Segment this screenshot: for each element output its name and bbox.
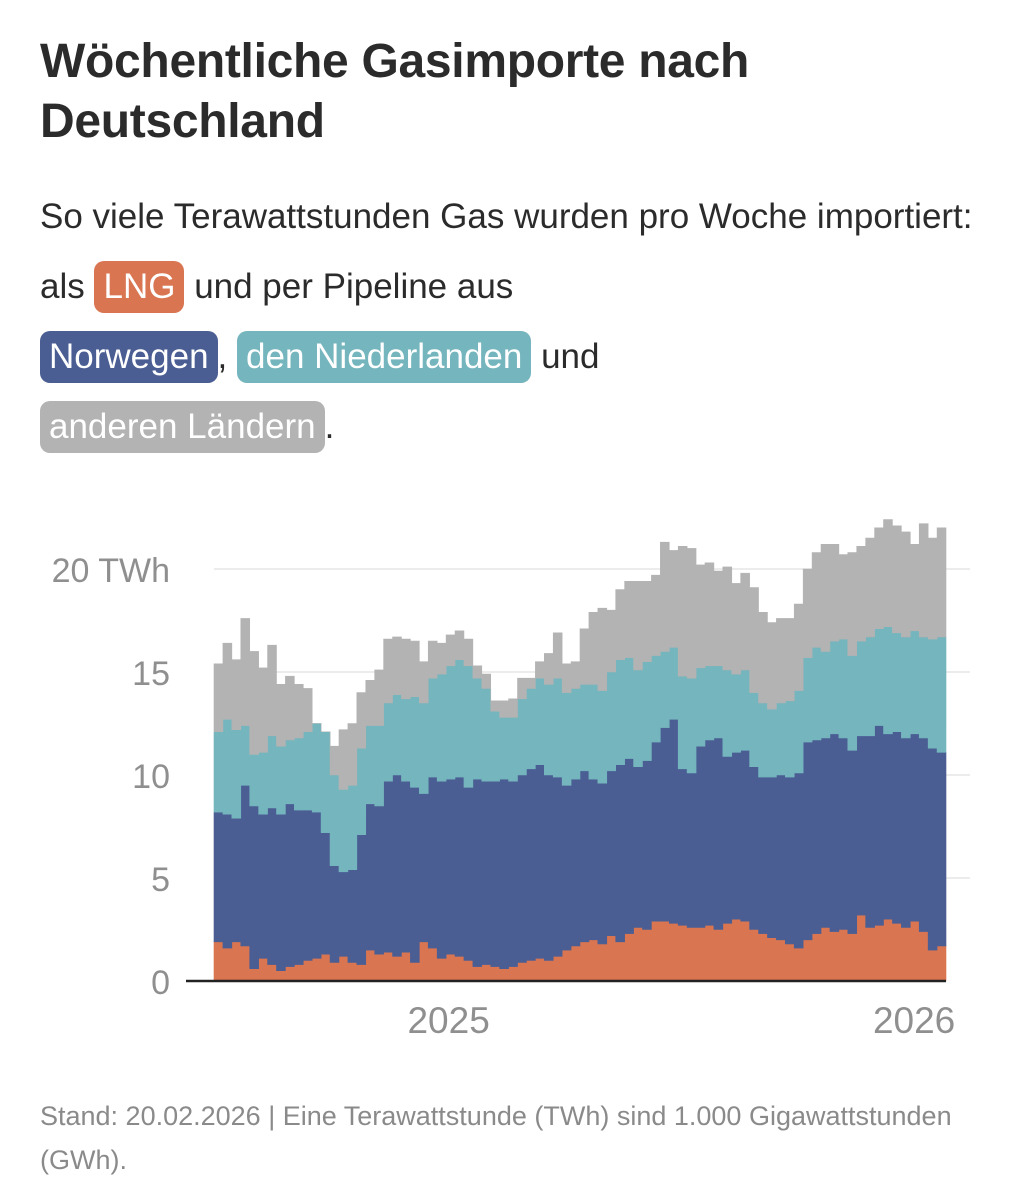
subtitle-text: So viele Terawattstunden Gas wurden pro …	[40, 197, 973, 306]
y-tick-label: 10	[132, 758, 170, 796]
y-tick-label: 5	[151, 861, 170, 899]
x-tick-label: 2026	[873, 1000, 955, 1041]
legend-chip-norway: Norwegen	[40, 331, 218, 383]
legend-chip-other: anderen Ländern	[40, 401, 325, 453]
legend-chip-lng: LNG	[94, 261, 185, 313]
subtitle-text: und per Pipeline aus	[194, 267, 514, 306]
y-tick-label: 0	[151, 964, 170, 1002]
area-series-other	[213, 519, 947, 790]
subtitle-comma: ,	[217, 337, 228, 376]
legend-chip-netherlands: den Niederlanden	[237, 331, 532, 383]
x-tick-label: 2025	[407, 1000, 489, 1041]
footnote: Stand: 20.02.2026 | Eine Terawattstunde …	[40, 1101, 952, 1175]
y-tick-label: 15	[132, 655, 170, 693]
chart-title: Wöchentliche Gasimporte nach Deutschland	[40, 35, 750, 148]
y-tick-label: 20 TWh	[52, 552, 170, 590]
subtitle-period: .	[324, 407, 335, 446]
chart-axes: 0 5 10 15 20 TWh 2025 2026	[52, 552, 956, 1041]
chart-areas	[213, 519, 947, 982]
subtitle-text: und	[541, 337, 600, 376]
stacked-area-chart: 0 5 10 15 20 TWh 2025 2026	[52, 519, 970, 1041]
chart-subtitle: So viele Terawattstunden Gas wurden pro …	[40, 182, 980, 462]
